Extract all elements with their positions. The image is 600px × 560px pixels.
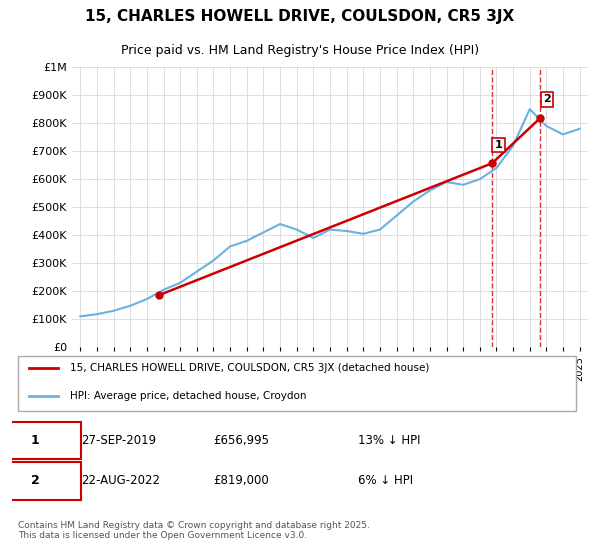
Text: £819,000: £819,000 — [214, 474, 269, 487]
Text: Contains HM Land Registry data © Crown copyright and database right 2025.
This d: Contains HM Land Registry data © Crown c… — [18, 521, 370, 540]
Text: 27-SEP-2019: 27-SEP-2019 — [81, 434, 156, 447]
Text: 2: 2 — [543, 95, 551, 105]
FancyBboxPatch shape — [0, 422, 81, 459]
Text: 15, CHARLES HOWELL DRIVE, COULSDON, CR5 3JX (detached house): 15, CHARLES HOWELL DRIVE, COULSDON, CR5 … — [70, 363, 429, 373]
Text: HPI: Average price, detached house, Croydon: HPI: Average price, detached house, Croy… — [70, 391, 306, 401]
Text: 1: 1 — [31, 434, 40, 447]
Text: 1: 1 — [494, 140, 502, 150]
Text: 6% ↓ HPI: 6% ↓ HPI — [358, 474, 413, 487]
Text: 13% ↓ HPI: 13% ↓ HPI — [358, 434, 420, 447]
Text: Price paid vs. HM Land Registry's House Price Index (HPI): Price paid vs. HM Land Registry's House … — [121, 44, 479, 57]
Text: 2: 2 — [31, 474, 40, 487]
Text: 22-AUG-2022: 22-AUG-2022 — [81, 474, 160, 487]
Text: £656,995: £656,995 — [214, 434, 269, 447]
Text: 15, CHARLES HOWELL DRIVE, COULSDON, CR5 3JX: 15, CHARLES HOWELL DRIVE, COULSDON, CR5 … — [85, 10, 515, 24]
FancyBboxPatch shape — [18, 356, 577, 411]
FancyBboxPatch shape — [0, 462, 81, 500]
